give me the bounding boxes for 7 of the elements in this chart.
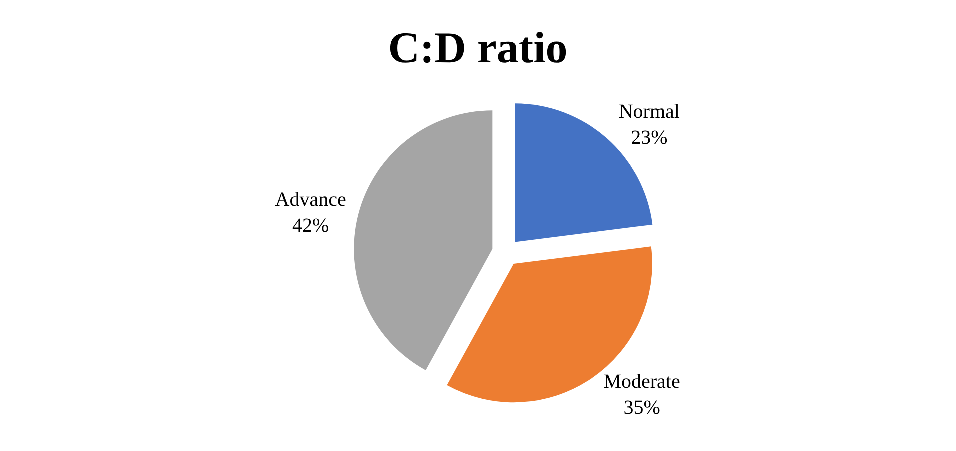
chart-title: C:D ratio: [388, 23, 568, 72]
slice-label: Normal: [618, 100, 680, 123]
slice-label: Moderate: [604, 371, 680, 394]
data-label: 23%: [631, 126, 668, 149]
data-label: 35%: [624, 397, 660, 420]
data-label: 42%: [292, 215, 330, 238]
slice-label: Advance: [275, 189, 346, 212]
